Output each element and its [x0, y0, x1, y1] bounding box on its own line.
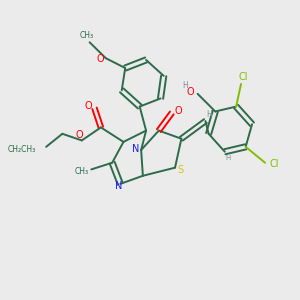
Text: O: O — [174, 106, 182, 116]
Text: N: N — [115, 181, 122, 191]
Text: O: O — [84, 101, 92, 111]
Text: O: O — [187, 86, 194, 97]
Text: O: O — [75, 130, 83, 140]
Text: H: H — [183, 81, 188, 90]
Text: CH₂CH₃: CH₂CH₃ — [8, 145, 36, 154]
Text: CH₃: CH₃ — [80, 31, 94, 40]
Text: S: S — [177, 165, 183, 175]
Text: H: H — [226, 155, 231, 161]
Text: O: O — [97, 54, 104, 64]
Text: Cl: Cl — [238, 72, 248, 82]
Text: CH₃: CH₃ — [74, 167, 88, 176]
Text: H: H — [206, 110, 212, 119]
Text: N: N — [132, 144, 140, 154]
Text: Cl: Cl — [269, 159, 278, 169]
